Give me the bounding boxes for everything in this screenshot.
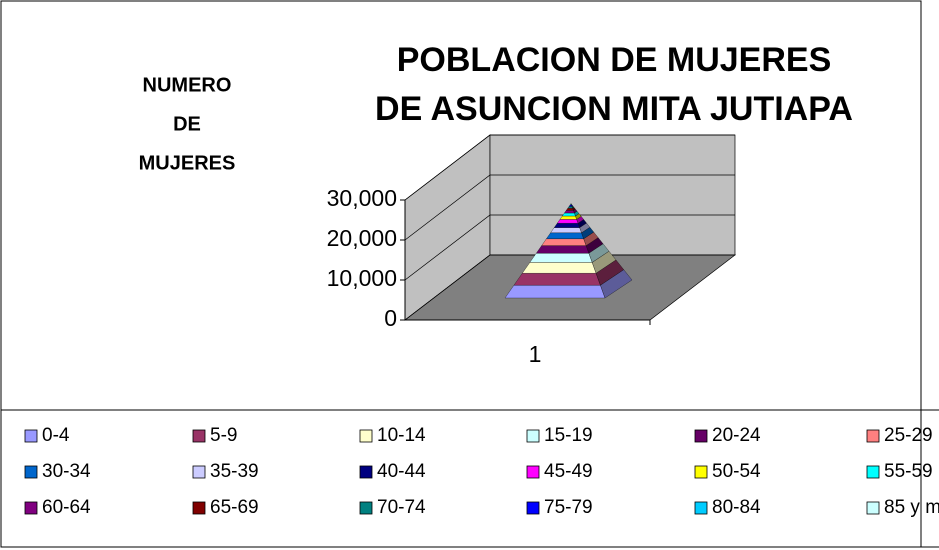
pyramid-segment <box>513 259 624 286</box>
legend-label: 50-54 <box>712 461 761 482</box>
legend-label: 0-4 <box>42 425 70 446</box>
legend-swatch <box>359 501 373 515</box>
legend-swatch <box>359 429 373 443</box>
legend-swatch <box>24 465 38 479</box>
legend-label: 70-74 <box>377 497 426 518</box>
pyramid-segment <box>541 231 599 246</box>
pyramid-segment <box>559 213 582 220</box>
y-tick-label: 10,000 <box>327 265 397 291</box>
legend-swatch <box>192 501 206 515</box>
legend-label: 60-64 <box>42 497 91 518</box>
legend-label: 25-29 <box>884 425 933 446</box>
legend-swatch <box>526 429 540 443</box>
legend-swatch <box>359 465 373 479</box>
legend-swatch <box>24 501 38 515</box>
legend-label: 20-24 <box>712 425 761 446</box>
segment-front <box>541 238 587 246</box>
pyramid-segment <box>529 243 610 263</box>
legend-label: 75-79 <box>544 497 593 518</box>
legend-swatch <box>866 501 880 515</box>
grid-line <box>404 134 735 201</box>
legend-label: 10-14 <box>377 425 426 446</box>
x-tick-label: 1 <box>529 341 542 367</box>
legend-label: 40-44 <box>377 461 426 482</box>
segment-front <box>513 273 601 286</box>
legend-swatch <box>192 465 206 479</box>
legend-swatch <box>526 465 540 479</box>
legend-swatch <box>866 429 880 443</box>
legend-swatch <box>694 501 708 515</box>
legend-swatch <box>694 429 708 443</box>
segment-front <box>546 232 584 239</box>
pyramid-segment <box>504 269 633 299</box>
legend-swatch <box>24 429 38 443</box>
legend-swatch <box>192 429 206 443</box>
pyramid-segment <box>557 216 584 224</box>
legend-label: 5-9 <box>210 425 237 446</box>
segment-front <box>557 219 579 224</box>
chart-title: DE ASUNCION MITA JUTIAPA <box>375 90 853 128</box>
pyramid-segment <box>536 237 604 254</box>
segment-front <box>536 245 590 254</box>
legend-label: 30-34 <box>42 461 91 482</box>
segment-front <box>550 227 582 233</box>
legend-swatch <box>526 501 540 515</box>
y-axis-title: DE <box>173 113 201 135</box>
segment-front <box>562 212 576 217</box>
legend-label: 80-84 <box>712 497 761 518</box>
y-tick-label: 20,000 <box>327 225 397 251</box>
chart-title: POBLACION DE MUJERES <box>397 41 832 79</box>
legend-label: 55-59 <box>884 461 933 482</box>
segment-front <box>559 215 577 220</box>
legend-label: 15-19 <box>544 425 593 446</box>
legend-label: 85 y mas <box>884 497 939 518</box>
grid-line <box>404 214 735 281</box>
segment-front <box>504 285 606 299</box>
legend-swatch <box>866 465 880 479</box>
legend-swatch <box>694 465 708 479</box>
y-axis-title: NUMERO <box>143 74 232 96</box>
pyramid-segment <box>570 203 572 205</box>
pyramid-segment <box>550 222 591 234</box>
segment-front <box>553 223 580 228</box>
legend-label: 65-69 <box>210 497 259 518</box>
grid-line <box>404 254 735 321</box>
segment-front <box>564 210 575 214</box>
pyramid-segment <box>546 227 594 240</box>
legend-label: 35-39 <box>210 461 259 482</box>
y-tick-label: 30,000 <box>327 185 397 211</box>
segment-front <box>529 253 593 263</box>
segment-front <box>522 262 597 274</box>
y-tick-label: 0 <box>384 305 397 331</box>
back-wall <box>489 134 736 256</box>
legend-frame <box>0 409 939 548</box>
y-axis-title: MUJERES <box>139 152 236 174</box>
legend-label: 45-49 <box>544 461 593 482</box>
pyramid-segment <box>564 208 578 214</box>
grid-line <box>404 174 735 241</box>
